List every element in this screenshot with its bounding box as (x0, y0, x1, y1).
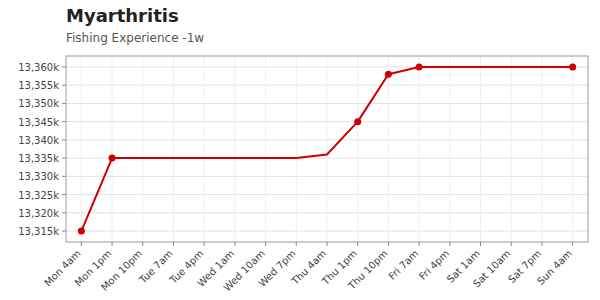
x-tick (480, 242, 481, 246)
grid-line (480, 56, 481, 242)
axes: 13,315k 13,320k 13,325k 13,330k 13,335k 13,34… (18, 56, 588, 293)
point (78, 228, 85, 235)
x-tick (112, 242, 113, 246)
x-tick (511, 242, 512, 246)
x-tick (81, 242, 82, 246)
y-tick (62, 121, 66, 122)
y-tick-label: 13,330k (18, 171, 59, 182)
x-tick-label: Wed 10am (221, 248, 267, 294)
y-tick-label: 13,360k (18, 62, 59, 73)
y-tick (62, 212, 66, 213)
x-tick (204, 242, 205, 246)
chart-svg: Myarthritis Fishing Experience -1w 13,315k… (0, 0, 600, 300)
grid-line (327, 56, 328, 242)
x-tick-label: Sun 4am (535, 248, 574, 287)
subtitle: Fishing Experience -1w (66, 31, 204, 45)
x-tick (388, 242, 389, 246)
y-tick-label: 13,325k (18, 190, 59, 201)
y-tick-label: 13,345k (18, 117, 59, 128)
line (81, 67, 572, 231)
y-tick (62, 194, 66, 195)
y-tick-label: 13,320k (18, 208, 59, 219)
chart-container: Myarthritis Fishing Experience -1w 13,315k… (0, 0, 600, 300)
x-tick (265, 242, 266, 246)
x-tick (449, 242, 450, 246)
x-tick-label: Sat 10am (471, 248, 513, 290)
y-tick-label: 13,340k (18, 135, 59, 146)
y-tick (62, 176, 66, 177)
point (385, 71, 392, 78)
grid-line (572, 56, 573, 242)
grid-line (357, 56, 358, 242)
y-tick-label: 13,350k (18, 98, 59, 109)
title: Myarthritis (66, 5, 179, 26)
x-tick-label: Thu 10pm (345, 248, 389, 292)
grid-line (173, 56, 174, 242)
x-tick-label: Mon 10pm (99, 248, 144, 293)
grid-line (419, 56, 420, 242)
x-tick (142, 242, 143, 246)
x-tick (419, 242, 420, 246)
grid-line (204, 56, 205, 242)
x-tick (327, 242, 328, 246)
point (416, 63, 423, 70)
grid-line (388, 56, 389, 242)
y-tick (62, 103, 66, 104)
x-tick (173, 242, 174, 246)
x-tick (296, 242, 297, 246)
x-tick (572, 242, 573, 246)
y-tick (62, 231, 66, 232)
y-tick (62, 158, 66, 159)
point (109, 155, 116, 162)
x-tick-label: Fri 7am (386, 248, 420, 282)
grid (66, 56, 588, 242)
x-tick-label: Wed 7pm (256, 248, 297, 289)
grid-line (142, 56, 143, 242)
grid-line (81, 56, 82, 242)
x-tick (541, 242, 542, 246)
y-tick-label: 13,335k (18, 153, 59, 164)
y-tick (62, 66, 66, 67)
y-tick-label: 13,315k (18, 226, 59, 237)
x-tick (234, 242, 235, 246)
grid-line (449, 56, 450, 242)
point (569, 63, 576, 70)
grid-line (112, 56, 113, 242)
grid-line (511, 56, 512, 242)
y-tick (62, 85, 66, 86)
grid-line (296, 56, 297, 242)
y-tick (62, 139, 66, 140)
x-tick (357, 242, 358, 246)
grid-line (265, 56, 266, 242)
y-tick-label: 13,355k (18, 80, 59, 91)
grid-line (541, 56, 542, 242)
point (354, 118, 361, 125)
plot-frame (66, 56, 588, 242)
data-layer (78, 63, 576, 234)
grid-line (234, 56, 235, 242)
